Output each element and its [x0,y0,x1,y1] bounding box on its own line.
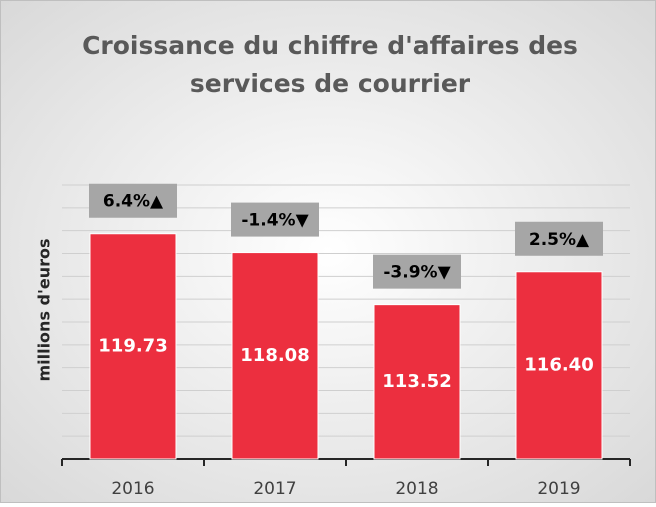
annotation-box [515,221,603,256]
annotation-box [231,202,319,237]
annotation-box [373,254,461,289]
annotation: -1.4%▼ [241,211,309,231]
annotation: 6.4%▲ [103,192,164,212]
bar [231,252,319,460]
annotation: -3.9%▼ [383,263,451,283]
annotation-box [89,183,177,218]
bar [89,233,177,460]
data-label: 118.08 [240,345,309,366]
x-tick-label: 2016 [111,479,154,499]
bar [515,271,603,460]
bar [373,304,461,460]
data-label: 116.40 [524,354,593,375]
chart-title: services de courrier [190,69,471,98]
x-tick-label: 2018 [395,479,438,499]
annotation: 2.5%▲ [529,230,590,250]
y-axis-label: millions d'euros [35,238,54,381]
chart-title: Croissance du chiffre d'affaires des [82,31,578,60]
x-tick-label: 2019 [537,479,580,499]
data-label: 113.52 [382,371,451,392]
data-label: 119.73 [98,335,167,356]
x-tick-label: 2017 [253,479,296,499]
